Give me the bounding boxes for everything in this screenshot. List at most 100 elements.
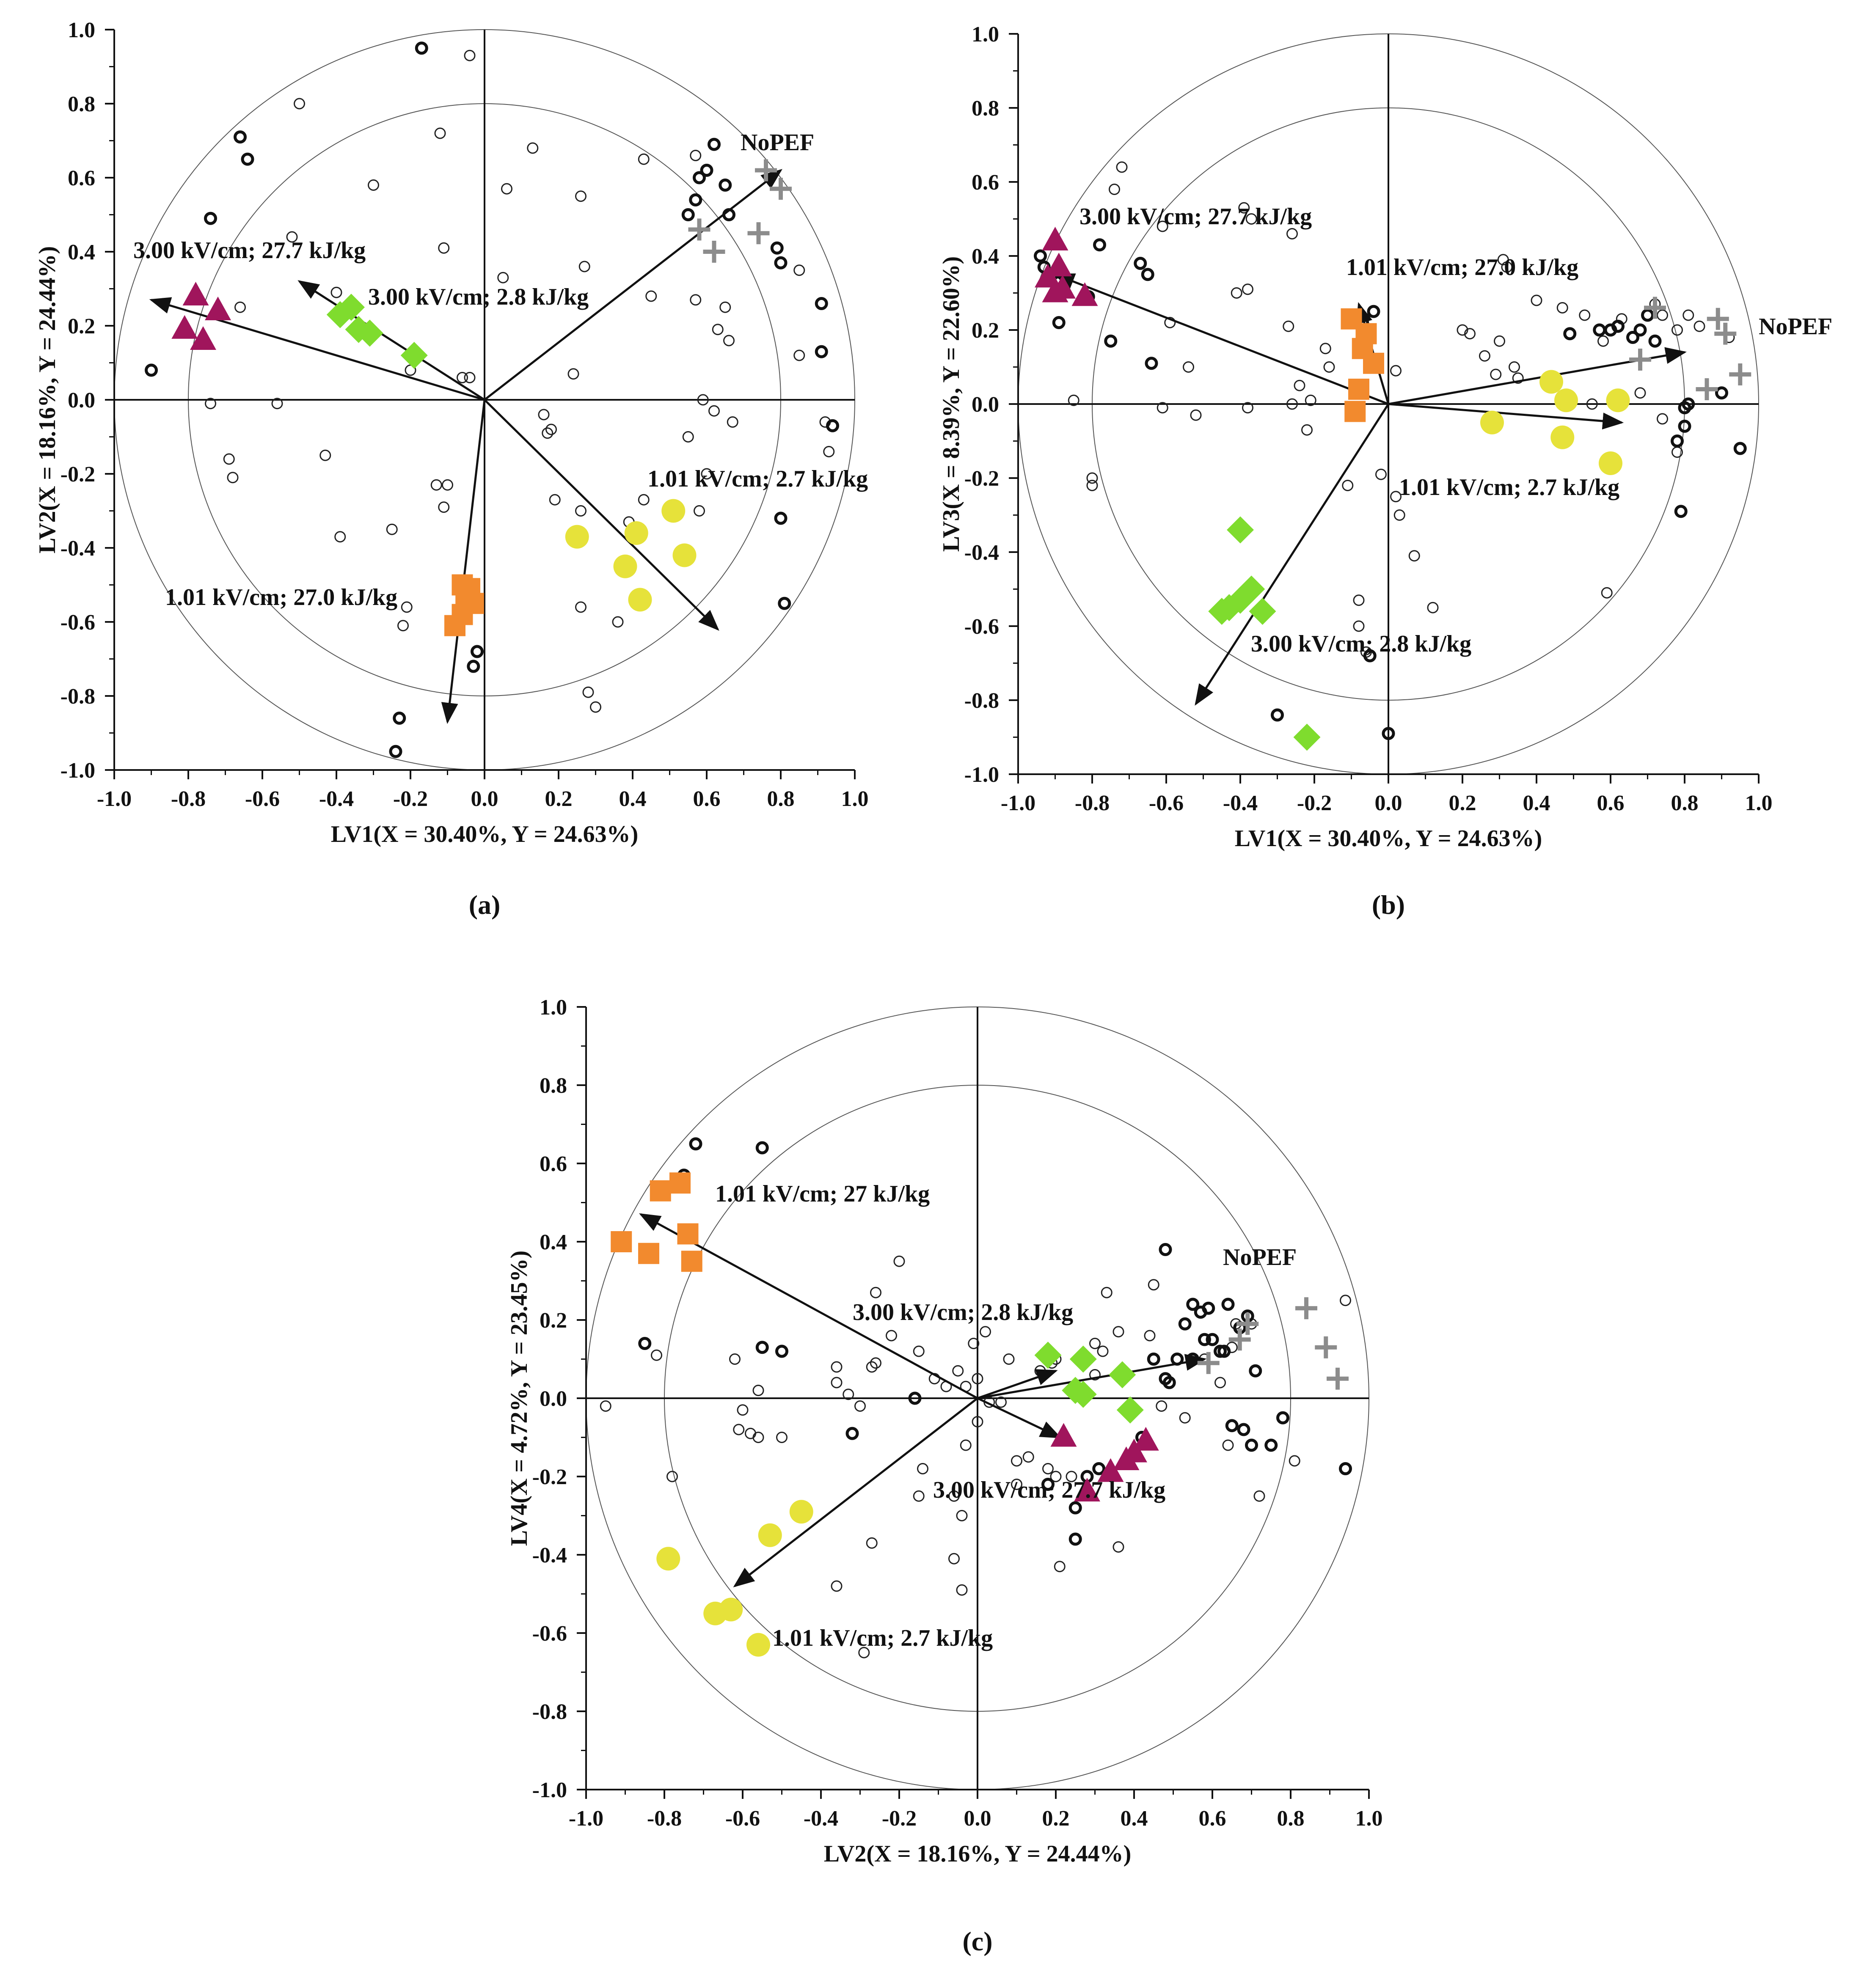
loading-point-open bbox=[1657, 309, 1668, 321]
loading-point-open bbox=[893, 1255, 905, 1267]
loading-point-open bbox=[600, 1400, 611, 1412]
loading-point-open bbox=[638, 153, 650, 165]
loading-point-open bbox=[1479, 350, 1490, 362]
loading-point-bold bbox=[1682, 397, 1695, 411]
loading-point-open bbox=[1011, 1479, 1022, 1490]
marker-3-00-kv-cm-2-8-kj-kg bbox=[1293, 723, 1321, 751]
vector-label-nopef: NoPEF bbox=[741, 129, 814, 156]
y-tick-label: 0.6 bbox=[68, 166, 95, 190]
loading-point-open bbox=[438, 501, 450, 513]
y-tick-label: -0.6 bbox=[61, 610, 95, 635]
loading-point-open bbox=[1214, 1377, 1226, 1389]
loading-point-open bbox=[638, 494, 650, 506]
loading-point-bold bbox=[1178, 1317, 1192, 1331]
loading-point-open bbox=[397, 620, 409, 632]
loading-point-bold bbox=[1611, 319, 1625, 333]
loading-point-open bbox=[527, 142, 539, 154]
marker-1-01-kv-cm-27-kj-kg bbox=[677, 1223, 699, 1245]
loading-point-open bbox=[1066, 1471, 1077, 1482]
loading-point-bold bbox=[204, 212, 217, 225]
y-tick-label: 0.2 bbox=[972, 319, 999, 343]
loading-point-open bbox=[1301, 424, 1313, 436]
marker-3-00-kv-cm-2-8-kj-kg bbox=[1116, 1396, 1144, 1424]
marker-1-01-kv-cm-27-kj-kg bbox=[638, 1243, 659, 1264]
vector-3-00-kv-cm-2-8-kj-kg bbox=[977, 1369, 1058, 1400]
loading-point-bold bbox=[1198, 1333, 1211, 1346]
loading-point-open bbox=[542, 427, 553, 439]
loading-point-open bbox=[501, 183, 512, 195]
loading-point-open bbox=[1353, 620, 1365, 632]
y-tick-label: -0.8 bbox=[532, 1700, 567, 1724]
loading-point-open bbox=[1490, 368, 1502, 380]
loading-point-bold bbox=[815, 345, 828, 358]
loading-point-open bbox=[1586, 398, 1598, 410]
vector-label-1-01-kv-cm-2-7-kj-kg: 1.01 kV/cm; 2.7 kJ/kg bbox=[772, 1625, 993, 1651]
loading-point-bold bbox=[1221, 1298, 1235, 1311]
loading-point-open bbox=[1086, 472, 1098, 484]
x-tick-label: -1.0 bbox=[569, 1807, 603, 1831]
loading-point-bold bbox=[708, 137, 721, 151]
marker-nopef bbox=[688, 218, 710, 241]
loading-point-open bbox=[1634, 387, 1646, 399]
loading-point-open bbox=[430, 479, 442, 491]
loading-point-open bbox=[1112, 1541, 1124, 1553]
marker-3-00-kv-cm-27-7-kj-kg bbox=[1046, 253, 1072, 277]
chart-panel-a: -1.0 -1.0 -0.8 -0.8 -0.6 -0.6 -0.4 -0.4 -0.2 -0.2… bbox=[0, 0, 934, 965]
loading-point-open bbox=[995, 1396, 1007, 1408]
loading-point-open bbox=[651, 1349, 662, 1361]
loading-point-open bbox=[205, 398, 216, 410]
loading-point-open bbox=[1286, 398, 1298, 410]
x-tick-label: 0.8 bbox=[1277, 1807, 1305, 1831]
x-tick-label: -0.8 bbox=[1075, 791, 1110, 815]
loading-point-open bbox=[831, 1580, 843, 1592]
marker-1-01-kv-cm-2-7-kj-kg bbox=[719, 1598, 743, 1622]
loading-point-open bbox=[690, 150, 702, 161]
loading-point-open bbox=[917, 1463, 928, 1474]
loading-point-open bbox=[831, 1361, 843, 1373]
loading-point-open bbox=[434, 127, 446, 139]
loading-point-open bbox=[948, 1553, 960, 1565]
loading-point-open bbox=[697, 394, 709, 406]
loading-point-open bbox=[1003, 1353, 1015, 1365]
marker-nopef bbox=[1714, 322, 1737, 345]
loading-point-open bbox=[776, 1432, 788, 1443]
loading-point-open bbox=[1393, 509, 1405, 521]
loading-point-open bbox=[1375, 468, 1387, 480]
vector-3-00-kv-cm-27-7-kj-kg bbox=[977, 1397, 1062, 1438]
y-tick-label: 0.8 bbox=[68, 92, 95, 116]
marker-3-00-kv-cm-27-7-kj-kg bbox=[1071, 282, 1098, 306]
loading-point-bold bbox=[1593, 323, 1606, 337]
y-tick-label: -0.2 bbox=[964, 467, 999, 491]
loading-point-open bbox=[1694, 320, 1705, 332]
marker-1-01-kv-cm-2-7-kj-kg bbox=[1480, 410, 1504, 434]
y-tick-label: -1.0 bbox=[532, 1778, 567, 1802]
loading-point-open bbox=[972, 1373, 983, 1385]
x-tick-label: 1.0 bbox=[841, 787, 869, 811]
loading-point-open bbox=[1253, 1490, 1265, 1502]
loading-point-open bbox=[1022, 1451, 1034, 1463]
loading-point-open bbox=[1289, 1455, 1300, 1467]
loading-point-open bbox=[567, 368, 579, 380]
loading-point-open bbox=[793, 349, 805, 361]
loading-point-bold bbox=[1052, 316, 1066, 329]
loading-point-open bbox=[1531, 294, 1542, 306]
marker-1-01-kv-cm-2-7-kj-kg bbox=[789, 1500, 813, 1524]
marker-3-00-kv-cm-27-7-kj-kg bbox=[182, 282, 209, 305]
vector-label-3-00-kv-cm-27-7-kj-kg: 3.00 kV/cm; 27.7 kJ/kg bbox=[133, 237, 366, 264]
loading-point-bold bbox=[1145, 357, 1158, 370]
loading-point-open bbox=[1601, 587, 1613, 599]
loading-point-open bbox=[234, 301, 246, 313]
loading-point-bold bbox=[1093, 238, 1106, 252]
marker-3-00-kv-cm-27-7-kj-kg bbox=[171, 315, 198, 339]
loading-point-bold bbox=[1147, 1353, 1160, 1366]
loading-point-bold bbox=[815, 297, 828, 310]
x-tick-label: 0.4 bbox=[619, 787, 647, 811]
marker-1-01-kv-cm-27-kj-kg bbox=[611, 1231, 632, 1252]
marker-nopef bbox=[1707, 308, 1729, 330]
loading-point-open bbox=[1050, 1471, 1062, 1482]
y-axis-title: LV3(X = 8.39%, Y = 22.60%) bbox=[938, 256, 964, 552]
loading-point-open bbox=[319, 449, 331, 461]
loading-point-open bbox=[457, 372, 468, 383]
loading-point-bold bbox=[1202, 1301, 1215, 1315]
marker-1-01-kv-cm-2-7-kj-kg bbox=[1606, 388, 1630, 412]
